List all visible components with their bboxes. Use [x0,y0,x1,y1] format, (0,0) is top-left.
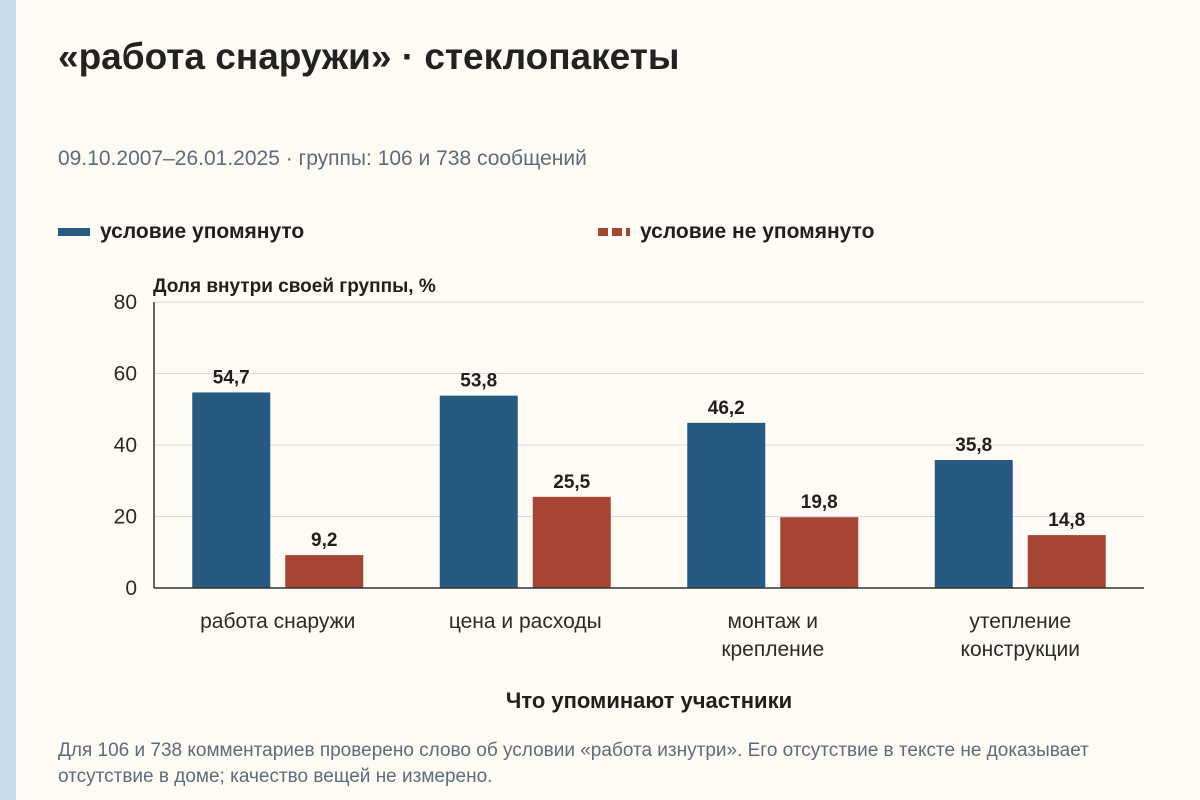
bar-value-label: 46,2 [708,398,745,419]
legend-label-not-mentioned: условие не упомянуто [640,220,875,243]
bar-series-1 [1027,535,1106,588]
bar-series-0 [934,460,1013,588]
bar-series-0 [439,395,518,588]
bar-series-1 [285,555,364,588]
legend-item-not-mentioned: условие не упомянуто [598,220,874,244]
category-label: работа снаружи [200,610,355,633]
y-tick-labels: 0 20 40 60 80 [114,291,137,600]
category-label: цена и расходы [449,610,602,633]
bar-value-label: 9,2 [311,530,337,551]
category-label: крепление [721,638,824,661]
y-tick-label: 40 [114,434,137,457]
legend-swatch-solid [58,228,90,236]
legend-item-mentioned: условие упомянуто [58,220,304,244]
y-tick-label: 80 [114,291,137,314]
bar-value-label: 35,8 [955,435,992,456]
bar-series-1 [780,517,859,588]
bar-series-0 [687,422,766,588]
bars [192,392,1106,588]
bar-value-label: 19,8 [801,492,838,513]
category-label: утепление [969,610,1071,633]
value-labels: 54,7 9,2 53,8 25,5 46,2 19,8 35,8 14,8 [213,367,1085,551]
bar-series-1 [532,496,611,588]
legend-swatch-dashed [598,228,630,236]
x-axis-label: Что упоминают участники [506,688,792,713]
chart-title: «работа снаружи» · стеклопакеты [58,36,680,77]
bar-value-label: 14,8 [1048,510,1085,531]
left-accent-stripe [0,0,16,800]
axes [153,302,1144,589]
bar-value-label: 54,7 [213,367,250,388]
category-label: конструкции [961,638,1080,661]
bar-series-0 [192,392,271,588]
y-axis-label: Доля внутри своей группы, % [153,276,436,297]
category-label: монтаж и [728,610,818,633]
category-labels: работа снаружи цена и расходы монтаж и креп… [200,610,1080,661]
y-tick-label: 20 [114,506,137,529]
y-tick-label: 60 [114,363,137,386]
footnote: Для 106 и 738 комментариев проверено сло… [58,740,1089,787]
legend-label-mentioned: условие упомянуто [100,220,305,243]
bar-value-label: 53,8 [460,371,497,392]
bar-value-label: 25,5 [553,472,590,493]
chart-subtitle: 09.10.2007–26.01.2025 · группы: 106 и 73… [58,147,587,170]
y-tick-label: 0 [125,577,137,600]
